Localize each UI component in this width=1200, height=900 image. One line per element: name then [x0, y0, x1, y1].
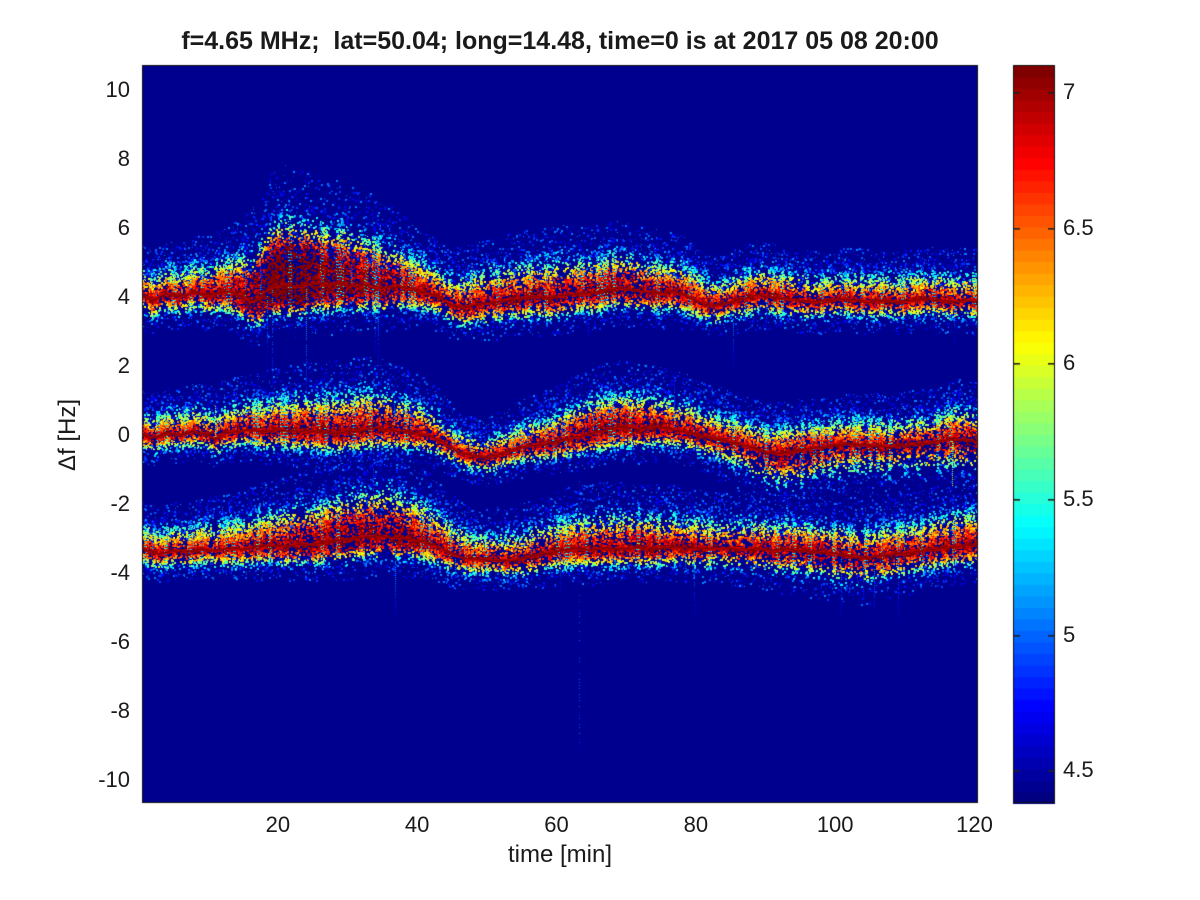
x-tick-label: 40 — [404, 812, 430, 837]
x-tick-label: 100 — [816, 812, 854, 837]
colorbar-tick-label: 7 — [1063, 79, 1076, 105]
y-tick-label: -6 — [110, 628, 130, 654]
y-tick-label: 0 — [117, 421, 130, 447]
x-tick-label: 120 — [956, 812, 993, 837]
y-tick-label: -2 — [110, 490, 130, 516]
y-tick-label: 10 — [105, 76, 130, 102]
y-tick-label: 6 — [117, 214, 130, 240]
colorbar-tick-label: 6 — [1063, 350, 1076, 376]
colorbar-tick-label: 5 — [1063, 621, 1076, 647]
colorbar-tick-label: 4.5 — [1063, 757, 1094, 783]
x-tick-label: 60 — [544, 812, 569, 837]
colorbar-tick-label: 6.5 — [1063, 214, 1094, 240]
y-tick-label: 8 — [117, 145, 130, 171]
y-tick-label: 2 — [117, 352, 130, 378]
plot-title: f=4.65 MHz; lat=50.04; long=14.48, time=… — [181, 27, 939, 55]
x-tick-label: 80 — [683, 812, 709, 837]
colorbar-tick-label: 5.5 — [1063, 486, 1094, 512]
y-tick-label: -4 — [110, 559, 130, 585]
y-tick-label: -10 — [98, 766, 130, 792]
y-tick-label: 4 — [117, 283, 130, 309]
x-axis-label: time [min] — [507, 841, 612, 868]
y-tick-label: -8 — [110, 697, 130, 723]
x-tick-label: 20 — [265, 812, 291, 837]
